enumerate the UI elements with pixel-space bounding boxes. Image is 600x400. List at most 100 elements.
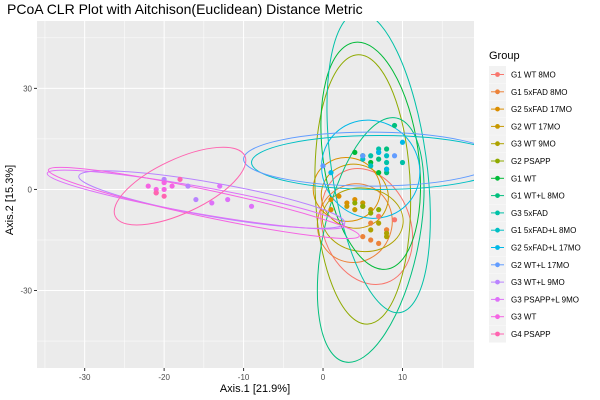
plot-panel [37,21,474,368]
x-axis: -30 -20 -10 0 10 [79,368,407,382]
confidence-ellipse [320,41,422,270]
data-point [360,203,366,209]
legend-label: G1 5xFAD+L 8MO [511,226,576,235]
legend-key-point [495,245,500,250]
data-point [368,227,374,233]
legend-item: G3 WT 9MO [489,135,556,153]
confidence-ellipse [243,131,474,187]
x-tick-label: 0 [321,373,326,382]
legend-item: G3 WT [489,308,536,326]
legend-item: G2 PSAPP [489,152,551,170]
data-point [169,183,175,189]
data-point [209,200,215,206]
legend-item: G1 WT [489,169,536,187]
data-point [352,207,358,213]
x-axis-title: Axis.1 [21.9%] [220,383,290,395]
legend-item: G1 WT+L 8MO [489,187,565,205]
x-tick-label: -10 [238,373,250,382]
data-point [399,139,406,145]
data-point [376,156,382,162]
data-point [399,159,406,166]
legend-key-point [495,314,500,320]
data-point [328,170,334,176]
confidence-ellipse [321,187,404,253]
data-point [161,193,167,199]
data-point [391,122,398,129]
legend-key-point [495,193,500,199]
legend-label: G3 WT [511,313,536,322]
legend-title: Group [489,50,520,62]
legend-label: G1 WT+L 8MO [511,192,565,201]
confidence-ellipse [113,146,247,226]
legend-label: G3 WT 9MO [511,140,556,149]
data-point [384,153,390,159]
data-point [328,207,334,213]
legend-key-point [495,141,500,147]
data-point [376,220,382,226]
legend-label: G3 WT+L 9MO [511,278,565,287]
data-point [360,234,366,240]
legend-label: G2 WT 17MO [511,122,560,131]
legend-item: G4 PSAPP [489,325,551,343]
y-axis: -30 0 30 [20,84,37,296]
data-point [368,237,374,243]
data-point [368,163,374,169]
data-point [368,153,374,159]
legend-key-point [495,158,500,164]
x-tick-label: 10 [398,373,407,382]
data-point [384,230,390,236]
confidence-ellipse [316,117,425,363]
legend-key-point [495,124,500,129]
y-tick-label: 0 [28,185,33,194]
legend-key-point [495,72,500,77]
data-point [248,203,255,209]
legend-key-point [495,106,500,112]
data-point [161,180,167,186]
legend-key-point [495,210,500,216]
legend-item: G2 WT+L 17MO [489,256,569,274]
data-point [376,170,382,176]
data-point [328,196,334,203]
legend-label: G2 5xFAD 17MO [511,105,572,114]
confidence-ellipse [47,166,360,239]
legend-item: G2 5xFAD+L 17MO [489,239,581,256]
legend-label: G2 5xFAD+L 17MO [511,244,581,253]
legend-item: G1 WT 8MO [489,66,556,83]
data-point [384,166,390,172]
legend-label: G1 WT [511,174,536,183]
data-point [177,176,183,182]
data-point [352,200,358,206]
data-point [352,149,358,155]
data-point [153,190,159,196]
confidence-ellipse [326,21,431,314]
x-tick-label: -20 [158,373,170,382]
legend-item: G1 5xFAD 8MO [489,83,567,101]
data-point [368,210,374,216]
data-point [391,153,398,159]
data-point [376,240,382,246]
data-point [336,193,342,199]
legend-item: G2 WT 17MO [489,117,560,135]
legend-label: G3 5xFAD [511,209,548,218]
data-point [391,217,398,223]
chart-title: PCoA CLR Plot with Aitchison(Euclidean) … [7,1,363,17]
data-point [384,146,390,152]
data-point [384,159,390,166]
legend-key-point [495,89,500,95]
data-point [145,183,151,189]
legend-item: G1 5xFAD+L 8MO [489,221,576,239]
legend-label: G3 PSAPP+L 9MO [511,295,579,304]
legend-item: G3 WT+L 9MO [489,273,565,291]
legend-key-point [495,279,500,285]
legend-label: G4 PSAPP [511,330,551,339]
data-point [217,183,223,189]
legend-key-point [495,175,500,181]
data-point [376,213,382,219]
data-point [376,207,382,213]
legend-item: G3 PSAPP+L 9MO [489,290,579,308]
legend-label: G1 WT 8MO [511,71,556,80]
legend-key-point [495,297,500,302]
confidence-ellipse [314,54,412,325]
data-point [185,183,191,189]
